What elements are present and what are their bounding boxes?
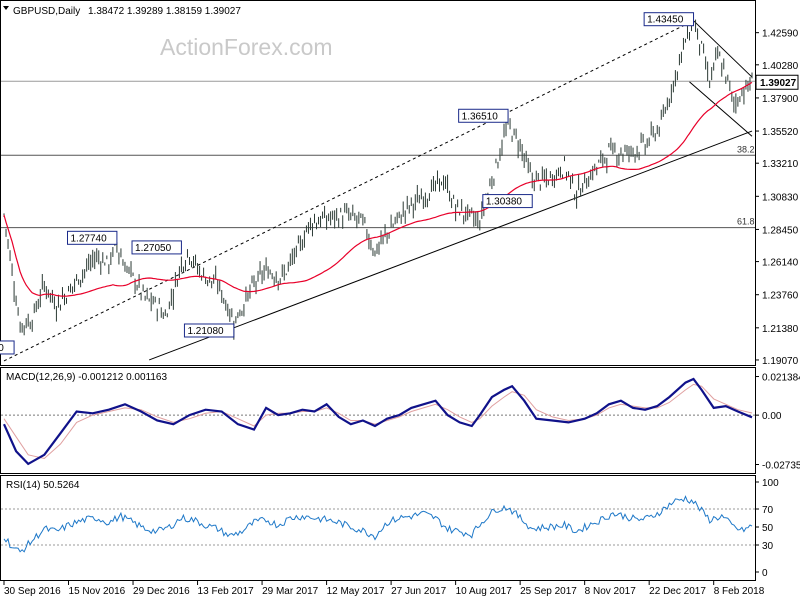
price-title: GBPUSD,Daily 1.38472 1.39289 1.38159 1.3… xyxy=(3,6,241,17)
price-ohlc-text: 1.38472 1.39289 1.38159 1.39027 xyxy=(88,6,241,17)
macd-signal-line xyxy=(3,383,753,460)
price-y-tick-label: 1.26140 xyxy=(762,258,799,269)
x-tick-label: 8 Feb 2018 xyxy=(714,586,765,597)
macd-panel-frame xyxy=(0,367,756,474)
price-y-tick-label: 1.40280 xyxy=(762,61,799,72)
price-trendlines xyxy=(3,20,753,362)
trendline-channel-top xyxy=(3,20,694,362)
price-annotation-box xyxy=(131,240,182,255)
price-y-tick-label: 1.33210 xyxy=(762,159,799,170)
x-tick-label: 8 Nov 2017 xyxy=(585,586,637,597)
macd-y-axis: 0.021384 0.00 -0.027353 xyxy=(755,373,800,472)
last-price-tag xyxy=(755,74,799,90)
price-annotation-label: 1.30380 xyxy=(486,197,523,208)
trendline-wedge-lower xyxy=(689,81,753,137)
rsi-y-axis: 100 70 50 30 0 xyxy=(755,478,779,579)
x-tick-label: 30 Sep 2016 xyxy=(4,586,61,597)
price-title-text: GBPUSD,Daily xyxy=(13,6,80,17)
price-y-tick-label: 1.35520 xyxy=(762,127,799,138)
rsi-y-tick-label: 0 xyxy=(762,568,768,579)
price-annotation-label: 1.27050 xyxy=(135,243,172,254)
x-tick-label: 13 Feb 2017 xyxy=(198,586,255,597)
price-y-tick-label: 1.30830 xyxy=(762,192,799,203)
trendline-channel-bottom xyxy=(148,130,753,361)
price-annotation-box xyxy=(67,230,118,245)
price-annotation-box xyxy=(643,12,695,27)
price-y-tick-label: 1.37900 xyxy=(762,94,799,105)
macd-title: MACD(12,26,9) -0.001212 0.001163 xyxy=(6,372,167,383)
x-tick-label: 15 Nov 2016 xyxy=(69,586,126,597)
price-y-tick-label: 1.42590 xyxy=(762,29,799,40)
price-y-tick-label: 1.23760 xyxy=(762,291,799,302)
macd-y-tick-label: 0.00 xyxy=(762,411,782,422)
rsi-title: RSI(14) 50.5264 xyxy=(6,480,80,491)
level-label: 38.2 xyxy=(737,144,755,154)
price-annotation-box xyxy=(458,108,509,123)
rsi-y-tick-label: 70 xyxy=(762,505,774,516)
rsi-line xyxy=(3,495,753,553)
level-label: 61.8 xyxy=(737,217,755,227)
price-panel-frame xyxy=(0,0,756,366)
x-tick-label: 29 Dec 2016 xyxy=(133,586,190,597)
x-tick-label: 29 Mar 2017 xyxy=(262,586,319,597)
last-price-label: 1.39027 xyxy=(760,78,797,89)
price-y-tick-label: 1.21380 xyxy=(762,324,799,335)
rsi-panel-frame xyxy=(0,475,756,581)
date-x-axis: 30 Sep 2016 15 Nov 2016 29 Dec 2016 13 Feb … xyxy=(3,581,765,597)
price-annotations: 1.19860 1.27740 1.27050 1.21080 1.36510 1.303… xyxy=(0,12,695,355)
price-annotation-label: 1.21080 xyxy=(187,326,224,337)
price-y-tick-label: 1.19070 xyxy=(762,356,799,367)
collapse-arrow-icon xyxy=(3,6,9,10)
price-annotation-label: 1.27740 xyxy=(71,233,108,244)
watermark-text: ActionForex.com xyxy=(160,34,333,60)
x-tick-label: 12 May 2017 xyxy=(327,586,385,597)
rsi-y-tick-label: 100 xyxy=(762,478,779,489)
trendline-wedge-upper xyxy=(693,20,753,78)
rsi-lines xyxy=(1,495,755,553)
x-tick-label: 22 Dec 2017 xyxy=(649,586,706,597)
x-tick-label: 10 Aug 2017 xyxy=(456,586,513,597)
macd-y-tick-label: -0.027353 xyxy=(762,461,800,472)
macd-macd-line xyxy=(2,377,753,466)
price-annotation-box xyxy=(183,323,235,338)
price-annotation-box xyxy=(482,194,533,209)
rsi-y-tick-label: 30 xyxy=(762,541,774,552)
price-y-tick-label: 1.28450 xyxy=(762,225,799,236)
price-annotation-label: 1.36510 xyxy=(462,111,499,122)
price-y-axis: 1.42590 1.40280 1.37900 1.35520 1.33210 1.308… xyxy=(755,29,799,367)
x-tick-label: 25 Sep 2017 xyxy=(520,586,577,597)
price-annotation-box xyxy=(0,340,15,355)
price-annotation-label: 1.19860 xyxy=(0,343,4,354)
macd-y-tick-label: 0.021384 xyxy=(762,373,800,384)
macd-lines xyxy=(1,377,755,466)
moving-average-line xyxy=(3,81,753,297)
moving-average xyxy=(3,81,753,297)
rsi-y-tick-label: 50 xyxy=(762,523,774,534)
x-tick-label: 27 Jun 2017 xyxy=(391,586,446,597)
price-annotation-label: 1.43450 xyxy=(647,15,684,26)
